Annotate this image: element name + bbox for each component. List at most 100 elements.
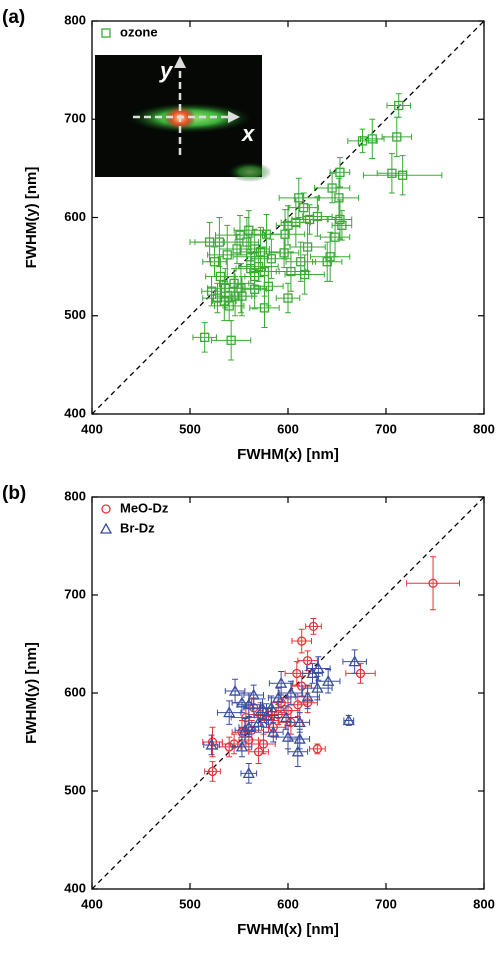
marker [335,214,345,225]
marker [311,681,324,693]
marker [215,271,226,282]
y-tick-label: 700 [64,111,86,126]
inset-image: x y [95,55,272,182]
inset-y-label: y [159,58,174,83]
marker [291,745,304,757]
y-error-bar [208,275,215,307]
marker [250,271,260,282]
marker [392,132,402,142]
marker [238,723,251,735]
panel-label: (a) [2,7,25,28]
marker [232,244,242,254]
marker [237,291,247,301]
y-tick-label: 400 [64,880,86,895]
y-error-bar [314,675,321,701]
legend-marker [101,504,111,514]
y-error-bar [228,320,235,361]
x-tick-label: 600 [277,896,299,911]
x-tick-label: 400 [81,421,103,436]
y-axis-label: FWHM(y) [nm] [23,642,40,744]
panel-label: (b) [2,483,26,504]
y-tick-label: 800 [64,12,86,27]
marker [428,578,438,588]
marker [348,655,361,667]
y-error-bar [261,287,268,329]
marker [301,690,314,702]
y-error-bar [309,663,316,684]
y-error-bar [238,736,245,758]
marker [265,701,278,713]
y-error-bar [285,282,291,314]
marker [209,257,220,267]
y-error-bar [338,210,345,241]
y-error-bar [287,251,294,292]
marker [258,739,269,749]
marker [281,730,295,742]
marker [325,252,335,262]
x-tick-label: 500 [179,896,201,911]
marker [266,254,276,264]
x-axis-label: FWHM(x) [nm] [237,446,339,463]
diagonal-line [91,20,485,415]
marker [235,696,249,708]
y-error-bar [369,118,376,160]
y-error-bar [388,153,395,194]
x-tick-label: 400 [81,896,103,911]
marker [267,725,280,737]
marker [228,684,242,696]
marker [223,706,236,718]
legend-label: MeO-Dz [120,500,169,515]
plot-frame [91,20,485,415]
y-error-bar [226,700,233,725]
y-error-bar [226,736,233,758]
marker [334,193,344,203]
y-error-bar [314,196,321,237]
x-tick-label: 700 [375,896,397,911]
marker [299,203,309,213]
marker [259,303,270,313]
marker [304,214,315,225]
y-error-bar [287,680,294,706]
inset-x-label: x [241,121,255,146]
marker [293,732,306,744]
y-error-bar [310,618,317,635]
y-error-bar [430,556,437,611]
marker [244,225,254,235]
y-error-bar [298,628,305,654]
marker [306,667,319,679]
marker [247,688,260,700]
marker [229,739,239,749]
marker [293,716,306,728]
marker [337,220,347,231]
y-tick-label: 500 [64,782,86,797]
y-error-bar [285,724,291,750]
marker [242,767,255,779]
marker [322,674,335,686]
marker [252,716,265,728]
y-error-bar [329,172,336,204]
y-error-bar [351,649,358,674]
marker [212,293,223,303]
marker [219,296,229,306]
y-tick-label: 500 [64,307,86,322]
marker [222,250,232,260]
marker [283,220,293,231]
marker [204,237,215,247]
marker [283,293,293,303]
y-error-bar [208,734,215,756]
y-error-bar [304,684,311,710]
y-error-bar [201,322,208,353]
y-error-bar [359,128,366,154]
marker [367,134,377,144]
x-tick-label: 700 [375,421,397,436]
marker [300,269,310,280]
y-error-bar [241,717,248,743]
diagonal-line [91,496,485,890]
marker [357,136,368,146]
y-tick-label: 800 [64,488,86,503]
marker [256,702,269,714]
x-tick-label: 600 [277,421,299,436]
marker [312,744,323,754]
marker [302,242,313,252]
